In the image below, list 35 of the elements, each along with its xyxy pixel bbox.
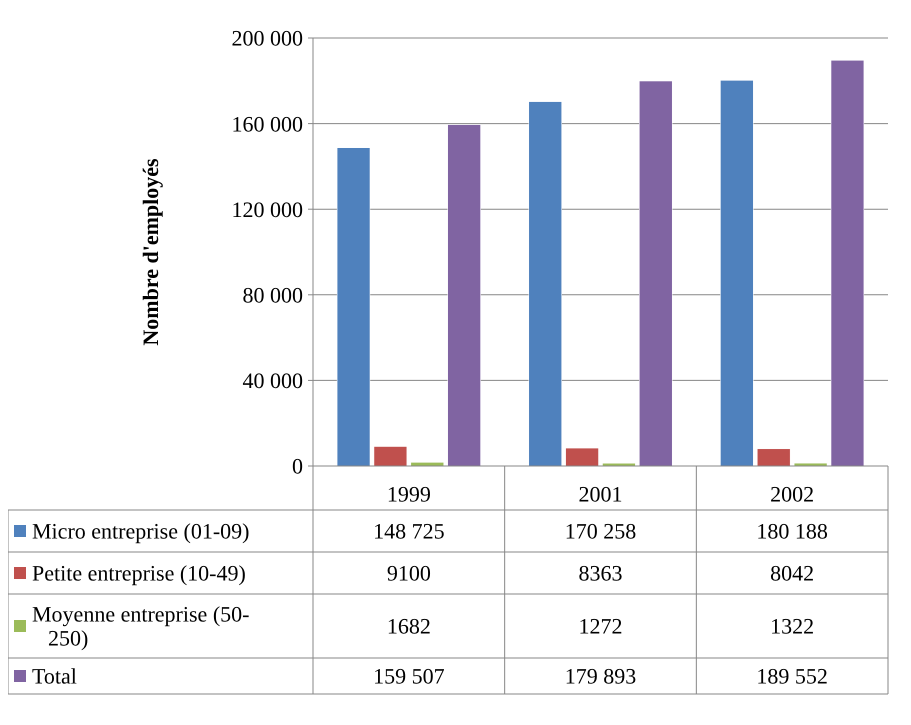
bar (528, 101, 562, 466)
bar (757, 448, 790, 466)
data-label: 180 188 (756, 518, 828, 544)
data-label: 8363 (578, 560, 622, 586)
y-tick-label: 80 000 (242, 282, 303, 308)
data-label: 179 893 (564, 664, 636, 689)
data-label: 170 258 (564, 518, 636, 544)
data-label: 1682 (386, 614, 431, 639)
data-label: 189 552 (756, 664, 828, 689)
data-label: 9100 (386, 560, 431, 586)
x-tick-label: 2002 (770, 482, 814, 507)
y-tick-label: 120 000 (232, 196, 303, 222)
data-label: 148 725 (373, 518, 445, 544)
bar (565, 448, 599, 466)
legend-label: Micro entreprise (01-09) (32, 518, 250, 544)
y-tick-label: 200 000 (232, 26, 303, 51)
data-label: 1322 (770, 614, 814, 639)
y-tick-label: 0 (292, 454, 303, 479)
data-label: 1272 (578, 614, 622, 639)
x-tick-label: 1999 (386, 482, 431, 507)
bar (830, 60, 864, 466)
legend-label: Moyenne entreprise (50-250) (32, 602, 250, 651)
bar (447, 124, 481, 466)
bar (336, 147, 370, 466)
data-label: 8042 (770, 560, 814, 586)
legend-label: Petite entreprise (10-49) (32, 560, 246, 586)
bar (720, 80, 754, 466)
y-axis-title: Nombre d'employés (138, 158, 163, 346)
x-tick-label: 2001 (578, 482, 622, 507)
y-tick-label: 160 000 (232, 111, 303, 136)
bar (374, 446, 408, 466)
data-label: 159 507 (373, 664, 445, 689)
legend-label: Total (32, 664, 77, 689)
y-tick-label: 40 000 (242, 368, 303, 394)
bar (639, 80, 672, 466)
